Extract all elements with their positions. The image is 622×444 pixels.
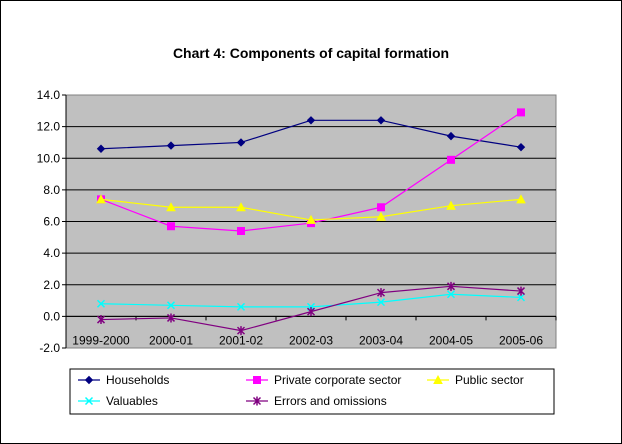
legend-marker: [84, 375, 94, 385]
chart-title: Chart 4: Components of capital formation: [173, 45, 449, 61]
data-point: [306, 307, 316, 317]
data-point: [446, 281, 456, 291]
legend-label: Private corporate sector: [274, 373, 401, 387]
legend-entry: Households: [78, 373, 169, 387]
series-2: [96, 194, 526, 224]
data-point: [96, 315, 106, 325]
data-point: [446, 131, 456, 141]
data-point: [167, 222, 175, 231]
data-point: [96, 299, 106, 308]
data-point: [236, 326, 246, 336]
y-tick-label: 6.0: [43, 215, 60, 229]
data-point: [516, 142, 526, 152]
data-point: [447, 155, 455, 164]
data-point: [446, 200, 456, 210]
y-tick-label: 12.0: [37, 120, 61, 134]
data-point: [516, 194, 526, 204]
gridlines: [66, 126, 556, 317]
legend-box: [69, 368, 555, 415]
x-tick-label: 1999-2000: [72, 333, 130, 347]
data-point: [96, 194, 106, 204]
data-point: [516, 286, 526, 296]
legend-marker: [433, 374, 443, 384]
data-point: [166, 202, 176, 212]
y-tick-label: 2.0: [43, 278, 60, 292]
y-tick-label: 14.0: [37, 88, 61, 102]
data-point: [166, 313, 176, 323]
legend-marker: [253, 376, 261, 384]
axes: -2.0 0.0 2.0 4.0 6.0 8.0 10.0 12.0 14.0 1999-2000…: [37, 88, 557, 355]
x-tick-label: 2004-05: [429, 333, 473, 347]
legend-entry: Valuables: [78, 394, 158, 408]
data-point: [517, 108, 525, 117]
legend-entry: Private corporate sector: [246, 373, 401, 387]
y-tick-label: -2.0: [39, 341, 60, 355]
data-point: [236, 302, 246, 311]
x-tick-label: 2002-03: [289, 333, 333, 347]
data-point: [236, 138, 246, 147]
data-point: [166, 301, 176, 310]
series-3: [96, 290, 526, 311]
data-point: [376, 116, 386, 125]
y-tick-label: 10.0: [37, 151, 61, 165]
legend-label: Households: [106, 373, 169, 387]
legend-label: Errors and omissions: [274, 394, 387, 408]
data-point: [446, 290, 456, 299]
data-point: [376, 288, 386, 298]
data-point: [376, 298, 386, 307]
y-tick-label: 0.0: [43, 309, 60, 323]
legend: Households Private corporate sector Public…: [69, 368, 555, 415]
legend-marker: [252, 396, 262, 406]
legend-label: Public sector: [455, 373, 524, 387]
x-tick-label: 2005-06: [499, 333, 543, 347]
data-point: [236, 202, 246, 212]
legend-entry: Public sector: [427, 373, 524, 387]
data-point: [306, 214, 316, 224]
series-4: [96, 281, 526, 336]
data-point: [306, 116, 316, 125]
y-tick-label: 8.0: [43, 183, 60, 197]
y-tick-label: 4.0: [43, 246, 60, 260]
data-point: [237, 226, 245, 235]
legend-label: Valuables: [106, 394, 158, 408]
data-point: [96, 144, 106, 153]
series-layer: [96, 108, 526, 336]
data-point: [166, 141, 176, 150]
series-0: [96, 116, 526, 153]
data-point: [377, 203, 385, 212]
data-point: [516, 293, 526, 302]
x-tick-label: 2003-04: [359, 333, 403, 347]
legend-marker: [84, 396, 94, 406]
x-tick-label: 2000-01: [149, 333, 193, 347]
data-point: [376, 211, 386, 221]
x-tick-label: 2001-02: [219, 333, 263, 347]
legend-entry: Errors and omissions: [246, 394, 387, 408]
